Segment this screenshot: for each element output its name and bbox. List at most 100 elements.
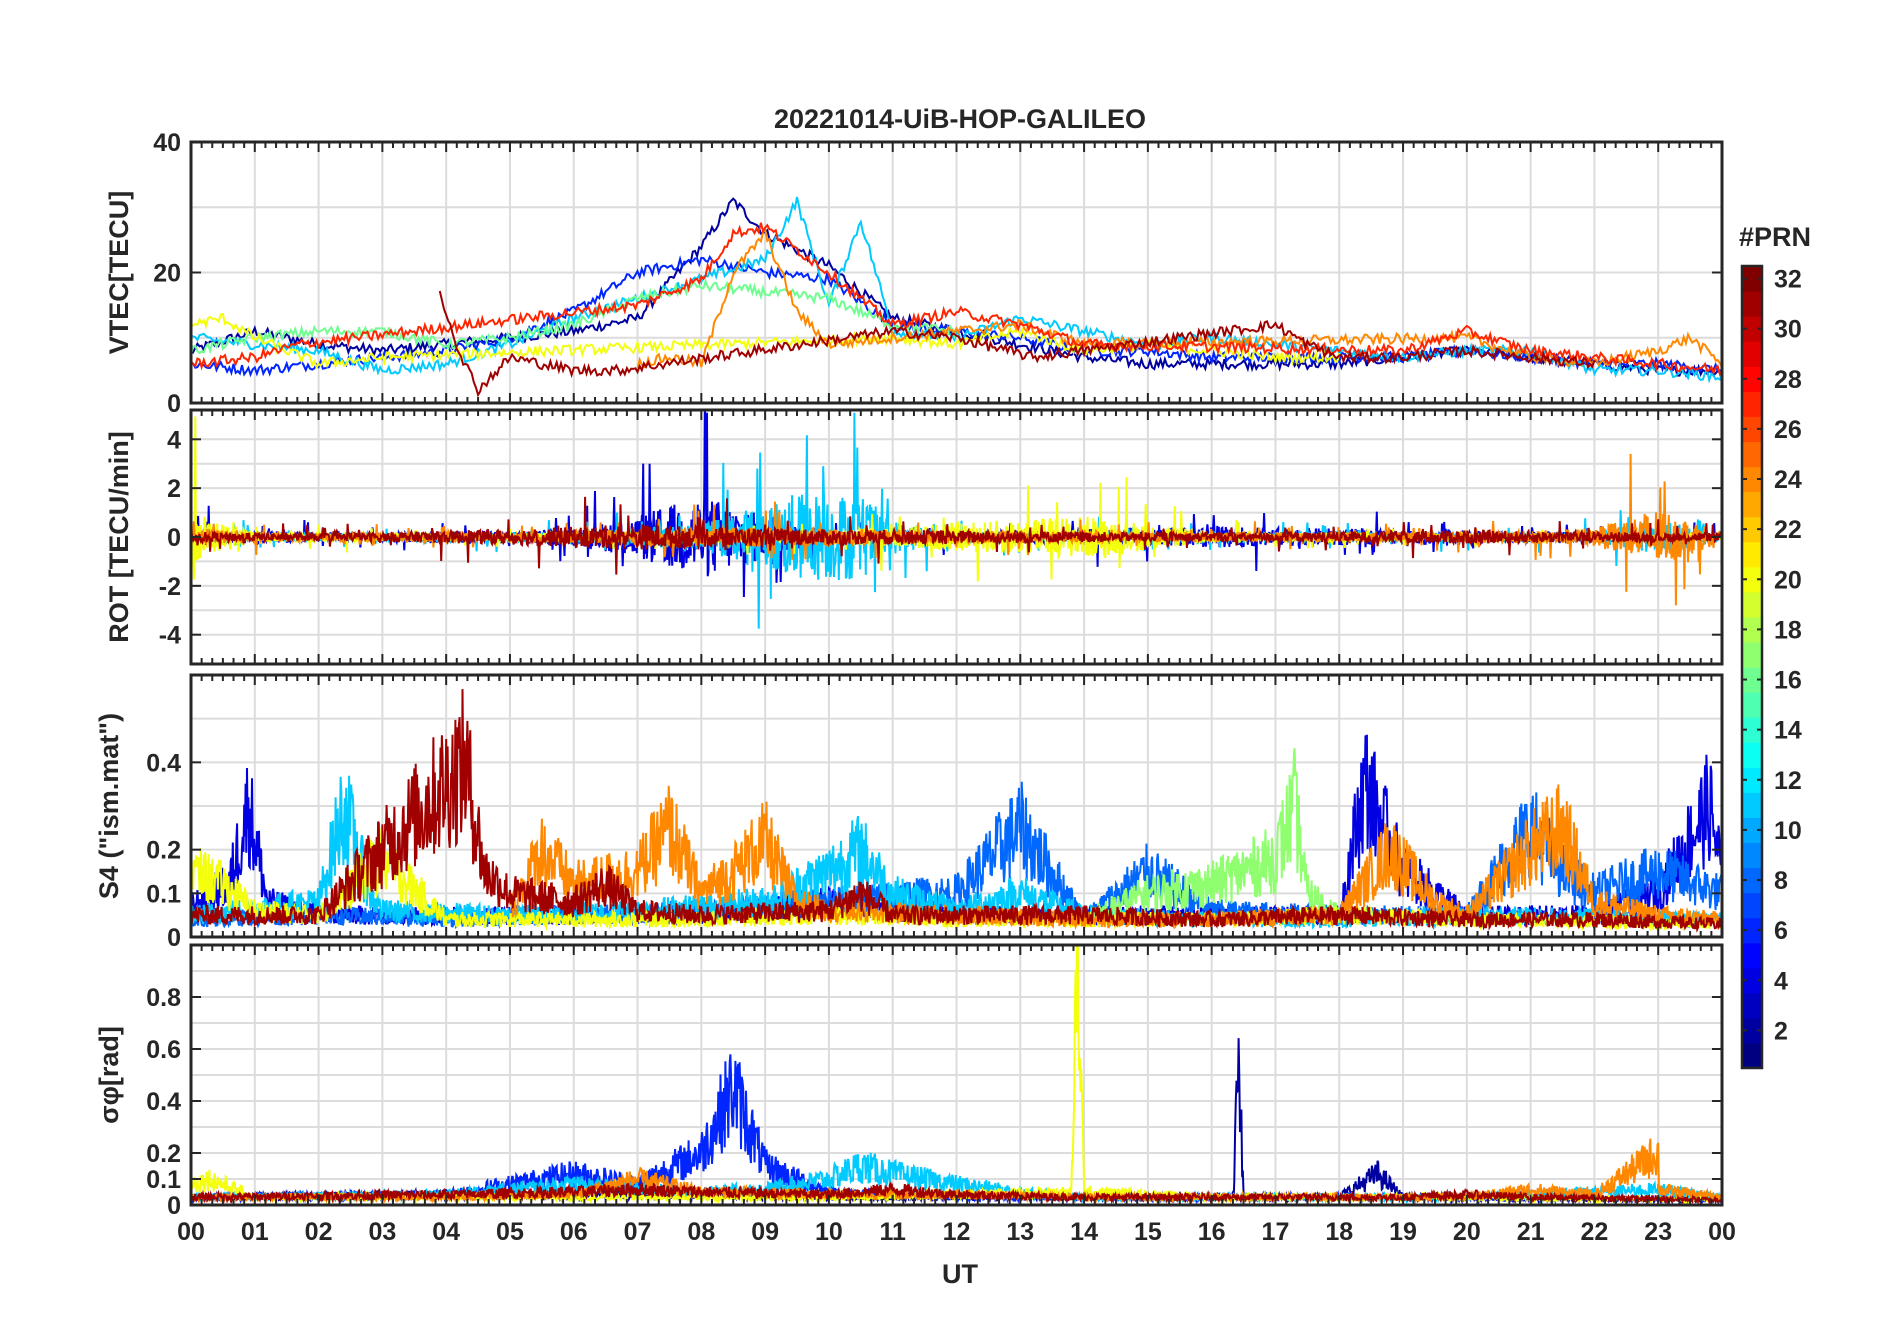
colorbar-segment — [1742, 867, 1762, 894]
series-prn-27 — [191, 222, 1722, 377]
colorbar-segment — [1742, 1017, 1762, 1044]
colorbar-tick-label: 20 — [1774, 566, 1802, 594]
colorbar-segment — [1742, 917, 1762, 944]
y-tick-label: 2 — [167, 475, 181, 503]
x-tick-label: 19 — [1389, 1218, 1417, 1246]
colorbar-tick-label: 18 — [1774, 616, 1802, 644]
x-tick-label: 00 — [177, 1218, 205, 1246]
colorbar-segment — [1742, 491, 1762, 518]
colorbar-segment — [1742, 1042, 1762, 1069]
y-tick-label: 0.1 — [146, 1166, 181, 1194]
colorbar-tick-label: 14 — [1774, 717, 1802, 745]
y-axis-label: S4 ("ism.mat") — [94, 713, 124, 899]
colorbar-segment — [1742, 792, 1762, 818]
colorbar-frame — [1740, 264, 1764, 1070]
x-tick-label: 08 — [687, 1218, 715, 1246]
colorbar-segment — [1742, 391, 1762, 417]
panel-4: 00.10.2 0.4 0.6 0.8 σφ[rad] 00 01 02 03 04 05 06 07 0… — [94, 943, 1736, 1246]
y-tick-label: 0.2 — [146, 1140, 181, 1168]
ticks — [190, 410, 1723, 664]
x-tick-label: 04 — [432, 1218, 460, 1246]
colorbar-tick-label: 6 — [1774, 917, 1788, 945]
x-tick-label: 22 — [1581, 1218, 1609, 1246]
colorbar-tick-label: 26 — [1774, 416, 1802, 444]
colorbar-segment — [1742, 817, 1762, 844]
series-prn-16 — [191, 277, 958, 355]
y-tick-label: 0.4 — [146, 749, 181, 777]
y-tick-label: 4 — [167, 426, 181, 454]
x-tick-label: 18 — [1325, 1218, 1353, 1246]
panel-2: -4 -2 0 2 4 ROT [TECU/min] — [104, 408, 1724, 666]
colorbar-segment — [1742, 466, 1762, 493]
colorbar-segment — [1742, 441, 1762, 468]
y-tick-label: 0 — [167, 390, 181, 418]
colorbar-segment — [1742, 291, 1762, 317]
grid — [191, 945, 1722, 1205]
x-tick-label: 12 — [943, 1218, 971, 1246]
x-tick-label: 16 — [1198, 1218, 1226, 1246]
series-prn-17 — [1083, 748, 1341, 927]
x-tick-label: 01 — [241, 1218, 269, 1246]
colorbar-segment — [1742, 767, 1762, 793]
x-tick-label: 02 — [305, 1218, 333, 1246]
x-tick-label: 13 — [1006, 1218, 1034, 1246]
series-prn-31 — [191, 496, 1722, 575]
grid — [191, 142, 1722, 403]
series-prn-11 — [191, 196, 1722, 384]
colorbar-segment — [1742, 316, 1762, 342]
colorbar-segment — [1742, 641, 1762, 668]
x-tick-label: 15 — [1134, 1218, 1162, 1246]
colorbar-segment — [1742, 541, 1762, 568]
colorbar-tick-label: 30 — [1774, 316, 1802, 344]
colorbar-segment — [1742, 967, 1762, 994]
y-axis-label: VTEC[TECU] — [104, 191, 134, 355]
colorbar-segment — [1742, 842, 1762, 869]
x-tick-label: 11 — [879, 1218, 906, 1246]
x-axis-label: UT — [942, 1259, 978, 1289]
ticks — [190, 675, 1723, 938]
y-axis-label: ROT [TECU/min] — [104, 431, 134, 642]
colorbar-segment — [1742, 416, 1762, 443]
x-tick-label: 23 — [1644, 1218, 1672, 1246]
colorbar-segment — [1742, 742, 1762, 768]
y-tick-label: 0 — [167, 524, 181, 552]
y-tick-label: -2 — [159, 573, 181, 601]
colorbar-tick-label: 32 — [1774, 266, 1802, 294]
x-tick-label: 14 — [1070, 1218, 1098, 1246]
colorbar-segment — [1742, 692, 1762, 718]
colorbar-segment — [1742, 516, 1762, 543]
colorbar-tick-label: 12 — [1774, 767, 1802, 795]
colorbar-tick-label: 16 — [1774, 667, 1802, 695]
series-group — [191, 196, 1722, 398]
y-tick-label: 40 — [153, 129, 181, 157]
x-tick-label: 00 — [1708, 1218, 1736, 1246]
colorbar-segment — [1742, 616, 1762, 643]
colorbar-tick-label: 10 — [1774, 817, 1802, 845]
series-group — [191, 689, 1722, 933]
colorbar-segment — [1742, 942, 1762, 969]
colorbar-tick-label: 8 — [1774, 867, 1788, 895]
x-tick-label: 17 — [1262, 1218, 1290, 1246]
x-tick-label: 21 — [1517, 1218, 1545, 1246]
y-tick-label: 0 — [167, 1192, 181, 1220]
series-group — [191, 410, 1722, 629]
x-tick-label: 10 — [815, 1218, 843, 1246]
colorbar-title: #PRN — [1739, 222, 1811, 252]
y-tick-label: 0.2 — [146, 837, 181, 865]
y-tick-label: 0.8 — [146, 984, 181, 1012]
y-tick-label: -4 — [159, 622, 181, 650]
y-axis-label: σφ[rad] — [94, 1026, 124, 1124]
colorbar-segment — [1742, 667, 1762, 693]
figure-title: 20221014-UiB-HOP-GALILEO — [774, 104, 1146, 134]
y-tick-label: 20 — [153, 260, 181, 288]
y-tick-label: 0.4 — [146, 1088, 181, 1116]
panel-1: 0 20 40 VTEC[TECU] — [104, 129, 1724, 418]
x-tick-label: 03 — [368, 1218, 396, 1246]
colorbar-tick-label: 28 — [1774, 366, 1802, 394]
y-tick-label: 0 — [167, 924, 181, 952]
x-tick-label: 06 — [560, 1218, 588, 1246]
colorbar-segment — [1742, 266, 1762, 292]
series-prn-31 — [191, 689, 1722, 933]
